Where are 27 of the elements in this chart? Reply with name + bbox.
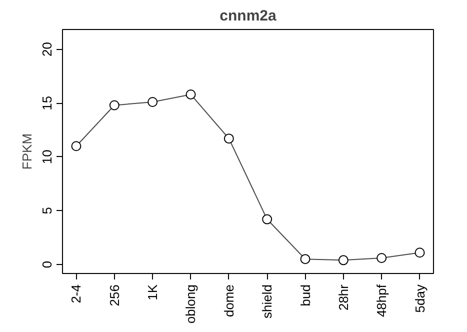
point <box>186 89 196 100</box>
y-axis-title: FPKM <box>20 133 34 170</box>
x-tick-label: shield <box>260 284 275 318</box>
point <box>148 97 158 108</box>
point <box>71 141 82 152</box>
y-tick-label: 20 <box>40 42 54 57</box>
x-tick-label: 2-4 <box>68 284 84 304</box>
point <box>262 214 272 224</box>
point <box>338 255 348 266</box>
y-tick-label: 15 <box>40 96 54 110</box>
y-tick-label: 0 <box>40 260 54 268</box>
x-tick-label: 1K <box>145 284 160 300</box>
y-tick-label: 10 <box>40 150 54 164</box>
x-tick-label: bud <box>298 284 313 306</box>
x-tick-label: dome <box>221 284 236 318</box>
chart-title: cnnm2a <box>220 8 277 24</box>
x-tick-label: 28hr <box>336 284 351 311</box>
x-tick-label: oblong <box>183 284 198 324</box>
y-tick-label: 5 <box>40 207 54 214</box>
point <box>109 100 120 110</box>
x-tick-label: 48hpf <box>374 284 390 318</box>
x-tick-label: 5day <box>412 284 428 313</box>
point <box>300 254 310 264</box>
x-tick-label: 256 <box>106 284 122 306</box>
point <box>414 248 425 258</box>
point <box>376 253 387 263</box>
point <box>224 134 234 144</box>
